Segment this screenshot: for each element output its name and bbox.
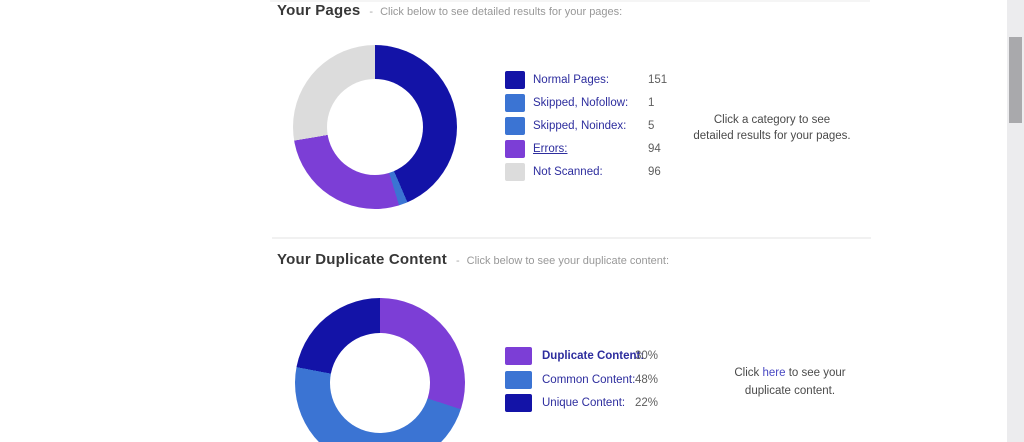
note-suffix: to see your bbox=[785, 367, 846, 379]
pages-help-note-line1: Click a category to see bbox=[713, 114, 831, 126]
unique-content-label[interactable]: Unique Content: bbox=[542, 397, 626, 409]
here-link[interactable]: here bbox=[762, 367, 786, 379]
normal-pages-swatch bbox=[505, 71, 525, 89]
unique-content-swatch bbox=[505, 394, 532, 412]
legend-row-normal-pages[interactable]: Normal Pages: 151 bbox=[505, 71, 715, 89]
duplicate-section-subtitle: Click below to see your duplicate conten… bbox=[466, 255, 670, 267]
top-divider-line bbox=[270, 0, 870, 2]
note-prefix: Click bbox=[734, 367, 763, 379]
duplicate-content-value: 30% bbox=[635, 350, 659, 362]
legend-row-not-scanned[interactable]: Not Scanned: 96 bbox=[505, 163, 715, 181]
not-scanned-value: 96 bbox=[648, 166, 661, 178]
duplicate-content-donut-chart[interactable] bbox=[295, 298, 465, 442]
pages-help-note: Click a category to see detailed results… bbox=[682, 112, 862, 144]
pages-section-header: Your Pages - Click below to see detailed… bbox=[277, 2, 622, 19]
normal-pages-value: 151 bbox=[648, 74, 668, 86]
skipped-nofollow-swatch bbox=[505, 94, 525, 112]
section-divider bbox=[272, 237, 871, 239]
duplicate-help-note-line2: duplicate content. bbox=[744, 385, 836, 397]
dash-separator: - bbox=[455, 255, 460, 267]
legend-row-unique-content[interactable]: Unique Content: 22% bbox=[505, 394, 715, 412]
scrollbar-track[interactable] bbox=[1007, 0, 1024, 442]
pages-donut-chart[interactable] bbox=[293, 45, 457, 209]
duplicate-content-swatch bbox=[505, 347, 532, 365]
not-scanned-label[interactable]: Not Scanned: bbox=[533, 166, 603, 178]
skipped-nofollow-label[interactable]: Skipped, Nofollow: bbox=[533, 97, 629, 109]
legend-row-skipped-noindex[interactable]: Skipped, Noindex: 5 bbox=[505, 117, 715, 135]
legend-row-skipped-nofollow[interactable]: Skipped, Nofollow: 1 bbox=[505, 94, 715, 112]
duplicate-help-note: Click here to see your duplicate content… bbox=[700, 364, 880, 400]
duplicate-content-label[interactable]: Duplicate Content: bbox=[542, 350, 645, 362]
duplicate-legend: Duplicate Content: 30% Common Content: 4… bbox=[505, 347, 715, 418]
legend-row-duplicate-content[interactable]: Duplicate Content: 30% bbox=[505, 347, 715, 365]
skipped-noindex-value: 5 bbox=[648, 120, 655, 132]
errors-swatch bbox=[505, 140, 525, 158]
dash-separator: - bbox=[369, 6, 374, 18]
scrollbar-thumb[interactable] bbox=[1009, 37, 1022, 123]
pages-section-subtitle: Click below to see detailed results for … bbox=[380, 6, 623, 18]
not-scanned-swatch bbox=[505, 163, 525, 181]
skipped-nofollow-value: 1 bbox=[648, 97, 655, 109]
duplicate-section-title: Your Duplicate Content bbox=[277, 251, 447, 268]
common-content-swatch bbox=[505, 370, 532, 389]
skipped-noindex-swatch bbox=[505, 117, 525, 135]
legend-row-common-content[interactable]: Common Content: 48% bbox=[505, 370, 715, 389]
pages-section-title: Your Pages bbox=[277, 2, 361, 19]
skipped-noindex-label[interactable]: Skipped, Noindex: bbox=[533, 120, 627, 132]
unique-content-value: 22% bbox=[635, 397, 659, 409]
normal-pages-label[interactable]: Normal Pages: bbox=[533, 74, 610, 86]
legend-row-errors[interactable]: Errors: 94 bbox=[505, 140, 715, 158]
pages-legend: Normal Pages: 151 Skipped, Nofollow: 1 S… bbox=[505, 71, 715, 186]
pages-help-note-line2: detailed results for your pages. bbox=[693, 130, 851, 142]
errors-link[interactable]: Errors: bbox=[533, 143, 568, 155]
duplicate-help-note-line1: Click here to see your bbox=[700, 364, 880, 382]
common-content-label[interactable]: Common Content: bbox=[542, 373, 636, 386]
common-content-value: 48% bbox=[635, 373, 659, 386]
errors-value: 94 bbox=[648, 143, 661, 155]
duplicate-section-header: Your Duplicate Content - Click below to … bbox=[277, 251, 669, 268]
